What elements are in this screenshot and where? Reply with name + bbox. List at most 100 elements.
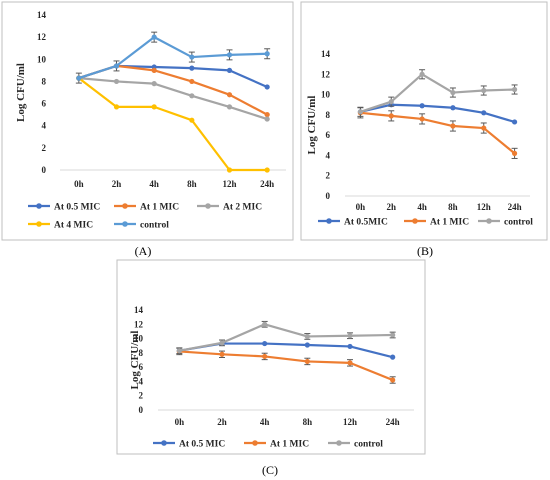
data-point — [76, 75, 82, 81]
x-tick-label: 12h — [477, 202, 491, 212]
data-point — [481, 87, 487, 94]
legend-entry: At 1 MIC — [114, 203, 179, 213]
legend-entry: At 2 MIC — [197, 203, 262, 213]
series-line — [179, 323, 393, 352]
data-point — [390, 354, 396, 360]
y-tick-label: 4 — [326, 150, 331, 160]
data-point — [347, 343, 353, 350]
series-line — [78, 77, 268, 172]
y-tick-label: 2 — [139, 391, 144, 401]
x-tick-label: 4h — [149, 179, 159, 189]
data-point — [262, 353, 268, 360]
legend-swatch-marker — [122, 203, 128, 209]
data-point — [264, 51, 270, 57]
data-point — [450, 105, 456, 111]
y-tick-label: 0 — [42, 165, 47, 175]
legend-swatch-marker — [486, 218, 492, 224]
legend-swatch-marker — [36, 203, 42, 209]
x-tick-label: 4h — [417, 202, 427, 212]
x-tick-label: 8h — [303, 417, 313, 427]
y-tick-label: 4 — [139, 376, 144, 386]
legend-entry: At 0.5MIC — [318, 218, 388, 228]
data-point — [113, 63, 120, 69]
legend-label: At 4 MIC — [54, 221, 93, 231]
legend-entry: control — [114, 221, 169, 231]
legend-label: At 0.5 MIC — [179, 440, 225, 450]
data-point — [189, 65, 195, 71]
legend-swatch-marker — [161, 440, 167, 446]
panel-b: 0 2 4 6 8 10 12 14 Log CFU/ml 0h 2h 4h 8h 12h 24h At 0.… — [300, 1, 548, 258]
y-tick-label: 10 — [37, 54, 47, 64]
x-tick-label: 24h — [508, 202, 522, 212]
legend-label: control — [504, 218, 533, 228]
y-tick-label: 14 — [321, 49, 331, 59]
data-point — [176, 348, 182, 354]
x-tick-label: 0h — [356, 202, 366, 212]
legend-label: At 0.5MIC — [344, 218, 388, 228]
panel-border — [300, 1, 548, 241]
legend-swatch-marker — [252, 440, 258, 446]
data-point — [481, 125, 487, 131]
x-tick-label: 12h — [222, 179, 236, 189]
legend-label: At 1 MIC — [270, 440, 309, 450]
data-point — [151, 67, 157, 73]
data-point — [450, 89, 456, 96]
series-control — [75, 31, 271, 84]
data-point — [388, 99, 394, 105]
y-tick-label: 8 — [139, 348, 144, 358]
x-tick-label: 4h — [260, 417, 270, 427]
data-point — [347, 360, 353, 366]
x-tick-label: 8h — [187, 179, 197, 189]
y-tick-label: 0 — [326, 191, 331, 201]
panel-caption: (B) — [417, 244, 433, 258]
data-point — [511, 119, 518, 125]
y-tick-label: 8 — [42, 76, 47, 86]
x-tick-label: 2h — [217, 417, 227, 427]
legend-swatch-marker — [36, 221, 42, 227]
panel-caption: (C) — [262, 463, 278, 477]
x-tick-label: 8h — [448, 202, 458, 212]
panel-caption: (A) — [135, 244, 152, 258]
y-tick-label: 2 — [42, 143, 47, 153]
data-point — [226, 67, 233, 73]
y-axis-label: Log CFU/ml — [15, 63, 27, 122]
y-tick-label: 10 — [321, 90, 331, 100]
y-tick-label: 12 — [37, 32, 47, 42]
series-line — [360, 103, 515, 124]
data-point — [151, 104, 157, 110]
data-point — [304, 358, 310, 365]
y-tick-label: 6 — [139, 362, 144, 372]
series-control — [176, 320, 396, 355]
series-at-1-mic — [176, 347, 396, 384]
data-point — [347, 333, 353, 339]
data-point — [264, 84, 270, 90]
data-point — [390, 377, 396, 383]
series-line — [78, 36, 268, 80]
data-point — [226, 92, 233, 98]
x-tick-label: 2h — [386, 202, 396, 212]
x-tick-label: 24h — [260, 179, 274, 189]
legend-entry: control — [478, 218, 533, 228]
y-tick-label: 0 — [139, 405, 144, 415]
y-tick-label: 12 — [321, 69, 331, 79]
y-tick-label: 14 — [134, 305, 144, 315]
y-tick-label: 10 — [134, 334, 144, 344]
legend-entry: At 1 MIC — [404, 218, 469, 228]
data-point — [511, 86, 518, 93]
legend-entry: At 4 MIC — [28, 221, 93, 231]
x-tick-label: 2h — [112, 179, 122, 189]
y-axis-label: Log CFU/ml — [129, 331, 141, 390]
legend-swatch-marker — [412, 218, 418, 224]
series-at-1-mic — [357, 107, 518, 159]
data-point — [388, 113, 394, 119]
data-point — [219, 340, 225, 346]
y-tick-label: 12 — [134, 319, 144, 329]
data-point — [419, 116, 425, 122]
series-line — [360, 111, 516, 155]
data-point — [226, 167, 233, 173]
legend-label: At 1 MIC — [430, 218, 469, 228]
x-tick-label: 24h — [386, 417, 400, 427]
data-point — [189, 54, 195, 60]
y-tick-label: 14 — [37, 10, 47, 20]
legend-entry: control — [328, 440, 383, 450]
